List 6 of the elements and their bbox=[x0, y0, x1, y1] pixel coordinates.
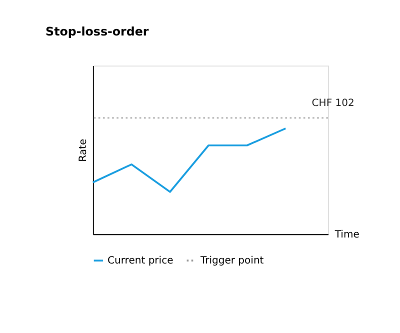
y-axis-title: Rate bbox=[78, 138, 90, 162]
x-axis-title: Time bbox=[334, 229, 360, 240]
legend-label: Current price bbox=[108, 255, 174, 266]
text: CHF 102 bbox=[312, 98, 354, 110]
chart-title: Stop-loss-order bbox=[46, 24, 149, 39]
legend-label: Trigger point bbox=[199, 255, 264, 266]
